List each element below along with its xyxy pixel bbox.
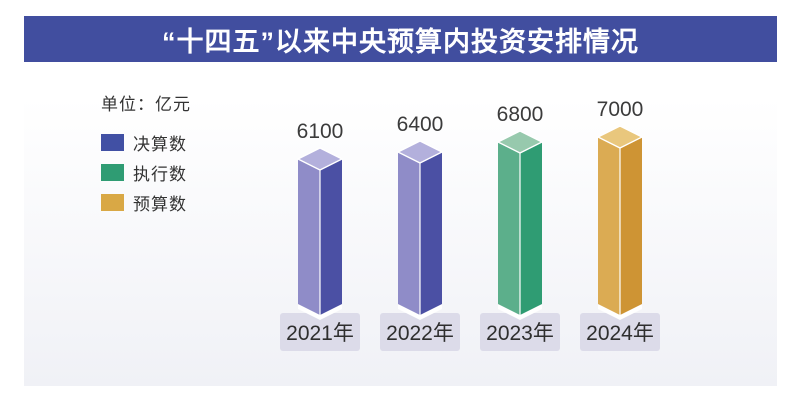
legend: 单位：亿元 决算数执行数预算数 [101,90,191,224]
bar-value-label: 6400 [396,113,444,136]
legend-color-swatch [101,164,124,181]
legend-label: 执行数 [133,165,187,184]
legend-label: 预算数 [133,195,187,214]
chart-title-bar: “十四五”以来中央预算内投资安排情况 [24,16,777,62]
bar-value-label: 7000 [596,98,644,121]
bar-3d-column [297,147,343,320]
bar-3d-column [597,125,643,320]
bar-3d-column [497,130,543,320]
legend-color-swatch [101,134,124,151]
unit-label: 单位：亿元 [101,95,191,114]
legend-item: 预算数 [101,194,191,214]
legend-items: 决算数 执行数 预算数 [101,134,191,214]
legend-item: 执行数 [101,164,191,184]
bar-3d-column [397,140,443,320]
chart-title: “十四五”以来中央预算内投资安排情况 [162,26,639,57]
chart-card: “十四五”以来中央预算内投资安排情况 单位：亿元 决算数执行数预算数 6100 2… [24,16,777,386]
legend-item: 决算数 [101,134,191,154]
bar-value-label: 6100 [296,120,344,143]
bars-area: 6100 2021年 6400 2022年 6800 2023年 7000 2024年 [24,16,777,386]
legend-color-swatch [101,194,124,211]
legend-label: 决算数 [133,135,187,154]
bar-value-label: 6800 [496,103,544,126]
